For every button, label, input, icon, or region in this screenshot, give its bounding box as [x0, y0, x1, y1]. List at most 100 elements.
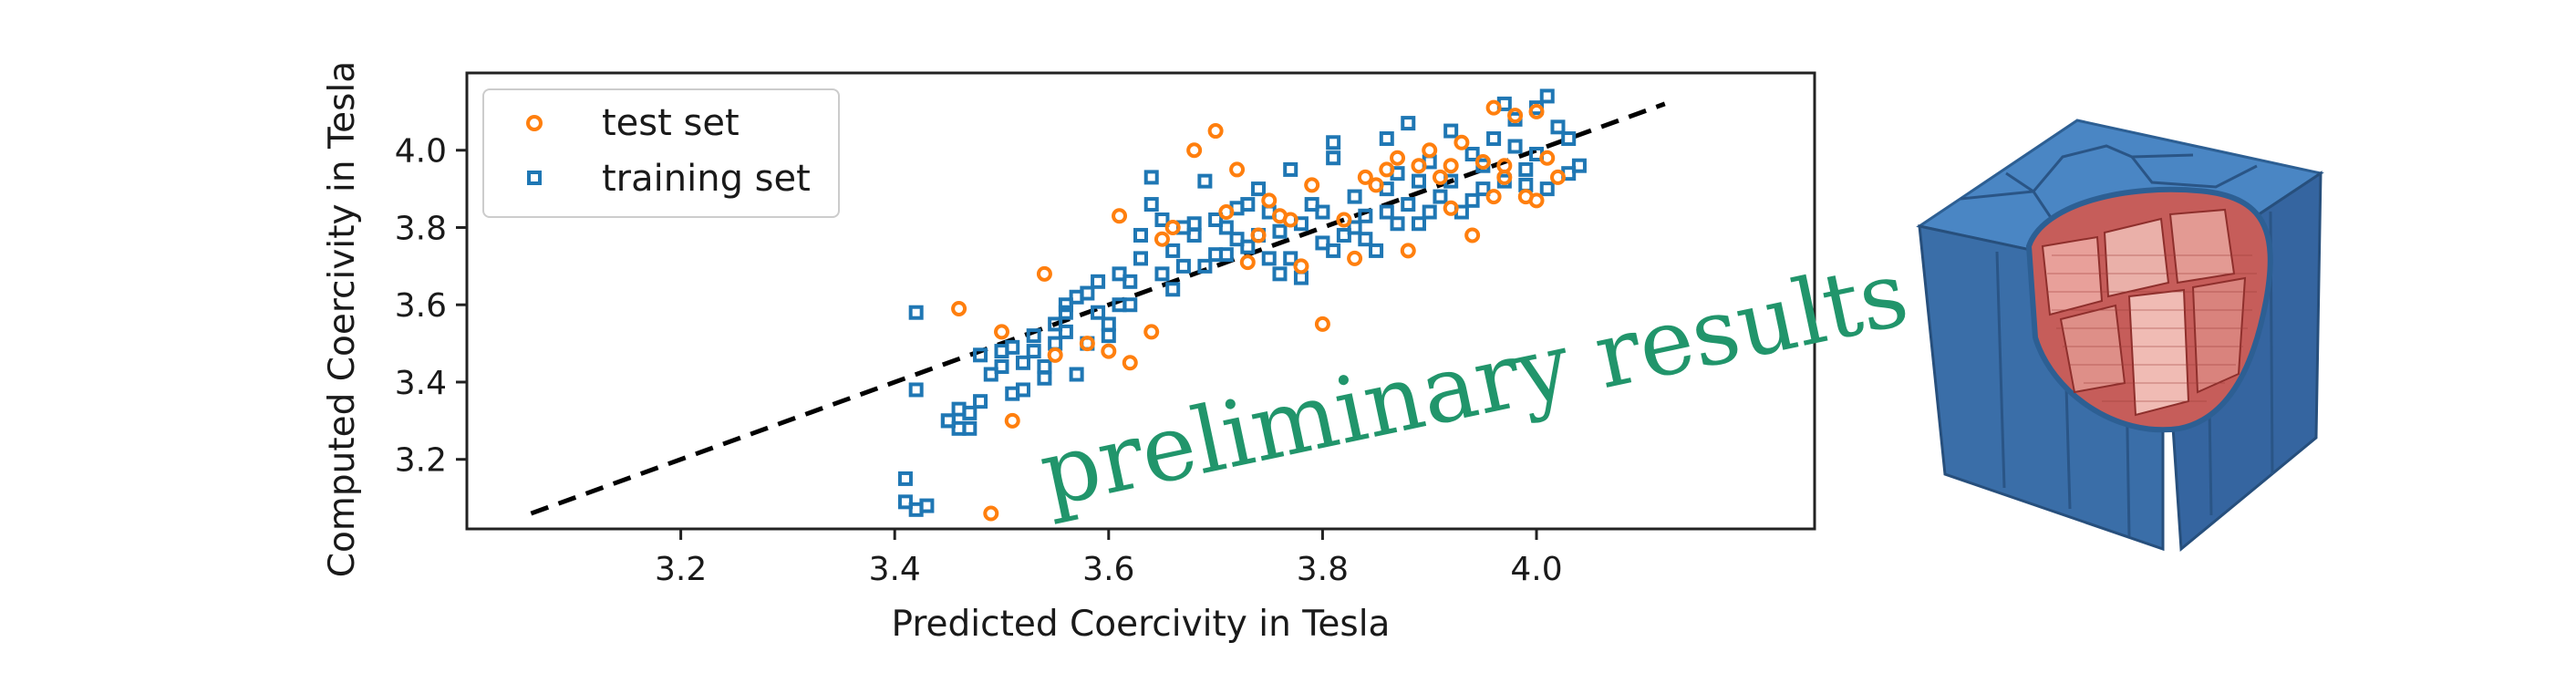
- training-set-point: [1218, 247, 1234, 263]
- test-set-point: [1379, 161, 1395, 178]
- training-set-point: [1026, 344, 1041, 359]
- test-set-point: [1122, 355, 1138, 371]
- legend: test set training set: [482, 88, 840, 218]
- test-set-point: [1443, 200, 1459, 216]
- training-set-point: [1272, 266, 1288, 282]
- test-set-point: [1336, 212, 1352, 228]
- test-set-point: [1229, 161, 1246, 178]
- y-axis-ticks: 3.2 3.4 3.6 3.8 4.0: [395, 133, 467, 480]
- training-set-point: [1112, 266, 1127, 282]
- training-set-point: [1133, 251, 1148, 266]
- test-set-point: [1079, 336, 1095, 352]
- test-set-point: [1474, 153, 1491, 170]
- training-set-point: [1390, 216, 1405, 232]
- training-set-point: [1165, 282, 1181, 297]
- test-set-point: [1250, 227, 1267, 243]
- x-tick-label: 3.6: [1082, 551, 1134, 588]
- test-set-point: [951, 300, 967, 316]
- training-set-point: [1058, 305, 1073, 320]
- x-axis-ticks: 3.2 3.4 3.6 3.8 4.0: [655, 529, 1563, 588]
- y-axis-label: Computed Coercivity in Tesla: [322, 61, 363, 577]
- test-set-point: [1218, 204, 1235, 221]
- training-set-point: [1154, 212, 1170, 228]
- training-set-point: [1539, 88, 1555, 104]
- training-set-point: [1411, 173, 1426, 189]
- training-set-point: [1048, 336, 1063, 351]
- training-set-point: [1401, 116, 1416, 131]
- test-set-point: [1207, 123, 1224, 140]
- scatter-plot: 3.2 3.4 3.6 3.8 4.0 3.2 3.4 3.6 3.8 4.0 Predicte…: [322, 61, 1917, 645]
- training-set-point: [1175, 258, 1191, 274]
- test-set-point: [994, 324, 1010, 340]
- legend-label-test-set: test set: [602, 102, 740, 144]
- x-axis-label: Predicted Coercivity in Tesla: [892, 604, 1391, 645]
- training-set-point: [1197, 173, 1213, 189]
- training-set-point: [1486, 131, 1502, 147]
- training-set-point: [994, 359, 1009, 375]
- training-set-point: [1326, 150, 1341, 166]
- test-set-point: [1047, 347, 1063, 363]
- training-set-point: [1240, 239, 1256, 254]
- test-set-point: [1004, 412, 1020, 429]
- training-set-point: [908, 305, 924, 320]
- training-set-point: [1347, 220, 1362, 235]
- training-set-point: [1133, 227, 1148, 243]
- test-set-point: [1314, 316, 1330, 332]
- training-set-point: [1048, 316, 1063, 332]
- y-tick-label: 3.8: [395, 210, 447, 247]
- training-set-point: [1336, 227, 1351, 243]
- training-set-point: [919, 498, 935, 513]
- training-set-point: [897, 471, 913, 486]
- training-set-point: [1422, 204, 1437, 220]
- training-set-point: [1272, 223, 1288, 239]
- x-tick-label: 3.8: [1297, 551, 1349, 588]
- training-set-point: [1208, 212, 1224, 228]
- test-set-point: [1357, 169, 1373, 185]
- training-set-point: [1058, 297, 1073, 313]
- training-set-point: [973, 347, 988, 363]
- training-set-point: [940, 413, 956, 429]
- training-set-point: [1229, 232, 1245, 247]
- training-set-point: [1401, 197, 1416, 212]
- training-set-point: [1058, 324, 1073, 339]
- training-set-point: [1240, 197, 1256, 212]
- training-set-point: [1358, 208, 1373, 223]
- test-set-point: [1368, 177, 1384, 193]
- test-set-point: [1261, 192, 1278, 209]
- training-set-point: [1464, 146, 1480, 161]
- test-set-point: [1304, 177, 1320, 193]
- training-set-point: [1507, 139, 1523, 154]
- training-set-point: [1433, 189, 1448, 204]
- test-set-point: [1549, 169, 1566, 185]
- data-points: [897, 88, 1587, 522]
- training-set-point: [973, 394, 988, 409]
- test-set-point: [1507, 108, 1524, 124]
- training-set-point: [1464, 192, 1480, 208]
- y-tick-label: 3.2: [395, 442, 447, 480]
- training-set-point: [1165, 243, 1181, 258]
- training-set-point: [1197, 258, 1213, 274]
- training-set-point: [1037, 370, 1052, 386]
- training-set-point: [1518, 161, 1534, 177]
- training-set-point: [962, 420, 978, 436]
- training-set-point: [1101, 328, 1116, 344]
- training-set-point: [1080, 285, 1095, 301]
- test-set-point: [1271, 208, 1288, 224]
- test-set-point: [1143, 324, 1160, 340]
- test-set-point: [1422, 142, 1438, 159]
- training-set-point: [1122, 274, 1138, 289]
- legend-label-training-set: training set: [602, 158, 811, 200]
- training-set-point: [1218, 220, 1234, 235]
- test-set-point: [1411, 158, 1427, 174]
- test-set-point: [1432, 169, 1448, 185]
- training-set-point: [1475, 181, 1491, 197]
- test-set-point: [1347, 250, 1363, 266]
- legend-marker-test-set: [526, 115, 543, 131]
- training-set-point: [1037, 359, 1052, 375]
- training-set-point: [1154, 266, 1170, 282]
- training-set-point: [1293, 270, 1309, 285]
- test-set-point: [1528, 103, 1545, 119]
- training-set-point: [1571, 158, 1587, 173]
- test-set-point: [1485, 189, 1502, 205]
- training-set-point: [1518, 177, 1534, 192]
